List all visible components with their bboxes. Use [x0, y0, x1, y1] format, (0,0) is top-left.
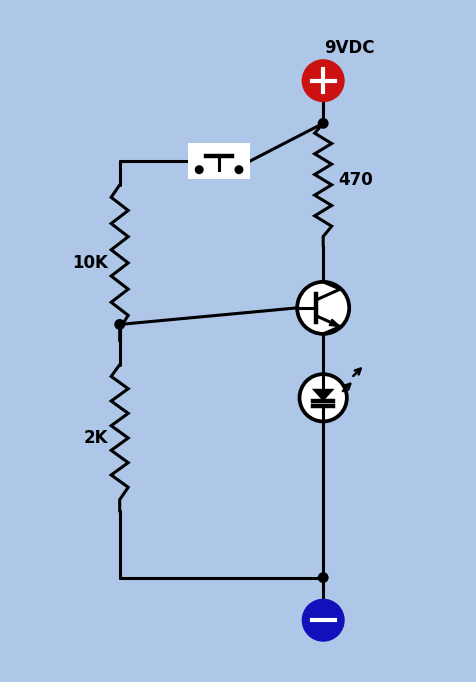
Circle shape	[318, 119, 328, 128]
Circle shape	[302, 60, 344, 102]
Polygon shape	[329, 319, 340, 327]
Circle shape	[235, 166, 243, 173]
Circle shape	[115, 320, 124, 329]
Text: 9VDC: 9VDC	[324, 39, 375, 57]
Text: 2K: 2K	[83, 429, 108, 447]
Circle shape	[297, 282, 349, 334]
Text: 470: 470	[338, 171, 373, 189]
Polygon shape	[312, 389, 335, 401]
FancyBboxPatch shape	[188, 143, 250, 179]
Circle shape	[196, 166, 203, 173]
Circle shape	[299, 374, 347, 421]
Text: 10K: 10K	[72, 254, 108, 272]
Circle shape	[302, 599, 344, 641]
Circle shape	[318, 573, 328, 582]
